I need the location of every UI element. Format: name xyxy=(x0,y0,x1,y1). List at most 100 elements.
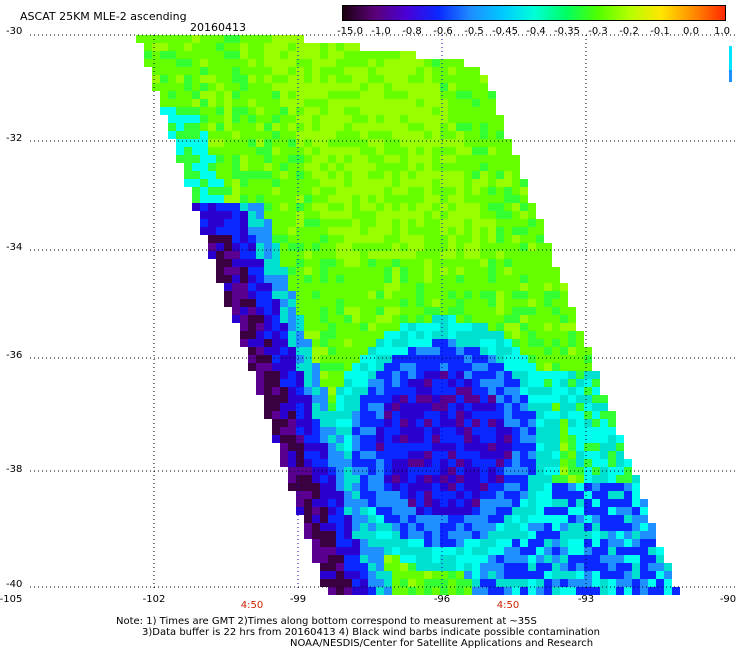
swath-pixel xyxy=(336,563,344,571)
swath-pixel xyxy=(392,243,400,251)
swath-pixel xyxy=(440,107,448,115)
swath-pixel xyxy=(496,467,504,475)
swath-pixel xyxy=(464,403,472,411)
swath-pixel xyxy=(624,555,632,563)
swath-pixel xyxy=(352,459,360,467)
swath-pixel xyxy=(512,579,520,587)
swath-pixel xyxy=(176,107,184,115)
swath-pixel xyxy=(616,547,624,555)
swath-pixel xyxy=(424,491,432,499)
swath-pixel xyxy=(608,507,616,515)
swath-pixel xyxy=(296,139,304,147)
swath-pixel xyxy=(440,267,448,275)
swath-pixel xyxy=(400,515,408,523)
swath-pixel xyxy=(368,371,376,379)
swath-pixel xyxy=(288,251,296,259)
swath-pixel xyxy=(304,219,312,227)
swath-pixel xyxy=(312,115,320,123)
swath-pixel xyxy=(368,131,376,139)
swath-pixel xyxy=(456,307,464,315)
swath-pixel xyxy=(264,259,272,267)
swath-pixel xyxy=(368,395,376,403)
swath-pixel xyxy=(296,331,304,339)
swath-pixel xyxy=(392,51,400,59)
swath-pixel xyxy=(320,163,328,171)
swath-pixel xyxy=(216,179,224,187)
swath-pixel xyxy=(416,211,424,219)
swath-pixel xyxy=(424,323,432,331)
swath-pixel xyxy=(552,283,560,291)
swath-pixel xyxy=(344,99,352,107)
swath-pixel xyxy=(320,515,328,523)
swath-pixel xyxy=(536,275,544,283)
swath-pixel xyxy=(360,219,368,227)
swath-pixel xyxy=(480,579,488,587)
swath-pixel xyxy=(544,267,552,275)
swath-pixel xyxy=(360,163,368,171)
swath-pixel xyxy=(328,307,336,315)
swath-pixel xyxy=(288,371,296,379)
swath-pixel xyxy=(144,43,152,51)
swath-pixel xyxy=(592,411,600,419)
swath-pixel xyxy=(400,475,408,483)
swath-pixel xyxy=(280,283,288,291)
swath-pixel xyxy=(496,171,504,179)
swath-pixel xyxy=(152,35,160,43)
swath-pixel xyxy=(288,43,296,51)
swath-pixel xyxy=(480,75,488,83)
swath-pixel xyxy=(296,347,304,355)
swath-pixel xyxy=(304,139,312,147)
swath-pixel xyxy=(320,243,328,251)
swath-pixel xyxy=(256,251,264,259)
swath-pixel xyxy=(472,411,480,419)
swath-pixel xyxy=(528,475,536,483)
swath-pixel xyxy=(384,51,392,59)
swath-pixel xyxy=(472,443,480,451)
swath-pixel xyxy=(224,83,232,91)
swath-pixel xyxy=(248,123,256,131)
swath-pixel xyxy=(624,531,632,539)
swath-pixel xyxy=(504,227,512,235)
swath-pixel xyxy=(328,475,336,483)
swath-pixel xyxy=(304,435,312,443)
swath-pixel xyxy=(424,587,432,595)
swath-pixel xyxy=(448,531,456,539)
swath-pixel xyxy=(424,259,432,267)
swath-pixel xyxy=(312,283,320,291)
swath-pixel xyxy=(376,579,384,587)
swath-pixel xyxy=(488,563,496,571)
swath-pixel xyxy=(496,571,504,579)
swath-pixel xyxy=(448,67,456,75)
swath-pixel xyxy=(360,227,368,235)
graticule xyxy=(30,34,735,590)
swath-pixel xyxy=(184,59,192,67)
swath-pixel xyxy=(408,163,416,171)
swath-pixel xyxy=(424,571,432,579)
swath-pixel xyxy=(456,115,464,123)
swath-pixel xyxy=(144,59,152,67)
swath-pixel xyxy=(440,363,448,371)
swath-pixel xyxy=(416,115,424,123)
swath-pixel xyxy=(448,171,456,179)
swath-pixel xyxy=(312,211,320,219)
swath-pixel xyxy=(496,419,504,427)
swath-pixel xyxy=(232,131,240,139)
swath-pixel xyxy=(472,491,480,499)
swath-pixel xyxy=(592,579,600,587)
swath-pixel xyxy=(280,355,288,363)
swath-pixel xyxy=(256,35,264,43)
swath-pixel xyxy=(376,283,384,291)
swath-pixel xyxy=(376,115,384,123)
swath-pixel xyxy=(616,523,624,531)
swath-pixel xyxy=(368,91,376,99)
swath-pixel xyxy=(248,339,256,347)
swath-pixel xyxy=(456,131,464,139)
swath-pixel xyxy=(384,379,392,387)
swath-pixel xyxy=(320,531,328,539)
swath-pixel xyxy=(608,563,616,571)
swath-pixel xyxy=(352,243,360,251)
swath-pixel xyxy=(280,339,288,347)
swath-pixel xyxy=(200,91,208,99)
swath-pixel xyxy=(544,467,552,475)
swath-pixel xyxy=(472,339,480,347)
